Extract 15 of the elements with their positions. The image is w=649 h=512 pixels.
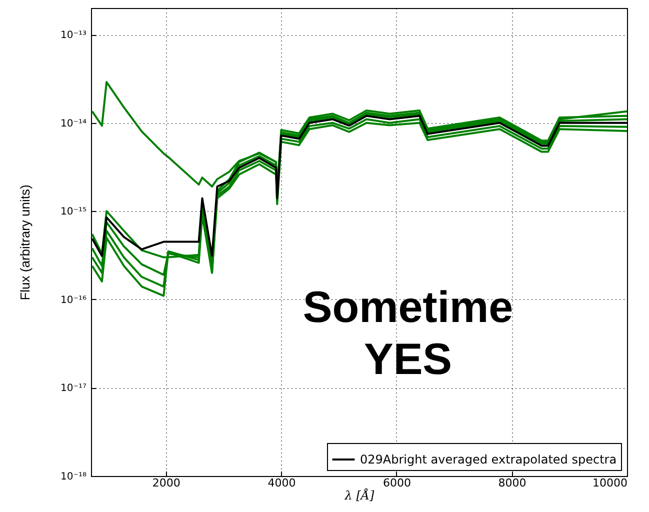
y-axis-title: Flux (arbitrary units): [17, 184, 32, 300]
y-tick-label: 10⁻¹⁴: [60, 118, 86, 130]
x-tick-label: 6000: [382, 476, 411, 490]
x-axis-title: λ [Å]: [344, 488, 375, 502]
x-tick-label: 8000: [498, 476, 526, 490]
y-tick-label: 10⁻¹⁶: [60, 294, 86, 306]
y-tick-label: 10⁻¹⁸: [60, 472, 86, 482]
x-tick-label: 2000: [152, 476, 180, 490]
x-tick-label: 4000: [268, 476, 296, 490]
annotation: Sometime YES: [302, 283, 514, 384]
x-tick-label: 10000: [592, 476, 628, 490]
y-tick-label: 10⁻¹⁵: [60, 206, 86, 218]
y-tick-label: 10⁻¹³: [60, 30, 86, 42]
y-tick-label: 10⁻¹⁷: [60, 383, 86, 394]
legend-label: 029Abright averaged extrapolated spectra: [360, 452, 617, 466]
